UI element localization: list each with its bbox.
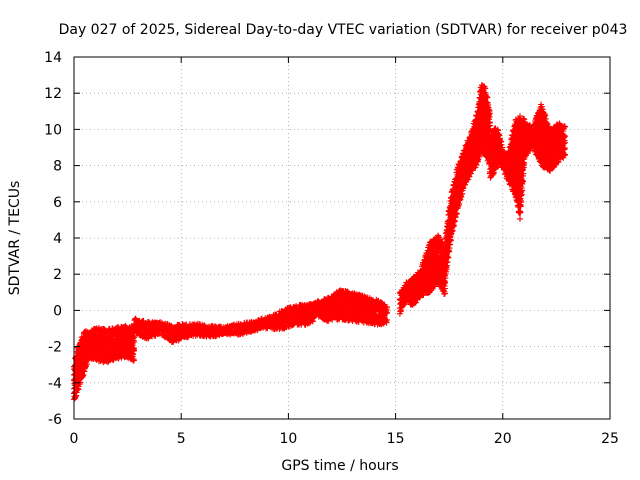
- data-point: [131, 345, 137, 352]
- data-point: [131, 334, 137, 341]
- data-series-sdtvar: [71, 82, 568, 403]
- data-point: [131, 357, 137, 364]
